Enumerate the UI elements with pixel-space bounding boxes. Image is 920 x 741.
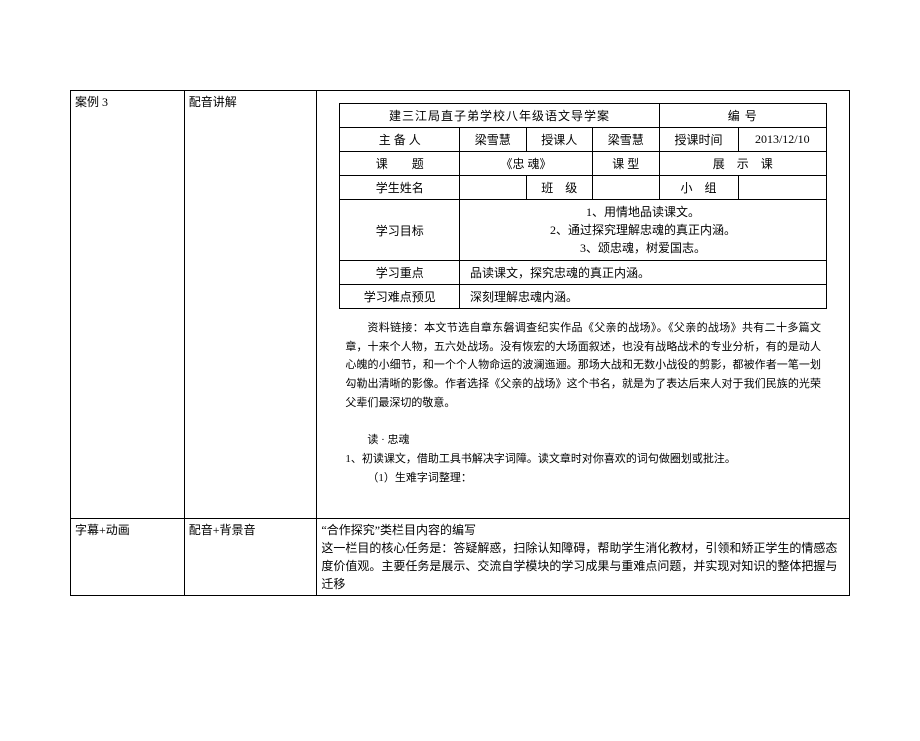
group-value [738,176,826,200]
class-label: 班 级 [526,176,592,200]
read-heading: 读 · 忠魂 [345,431,821,450]
topic-value: 《忠 魂》 [460,152,593,176]
difficulty-label: 学习难点预见 [340,285,460,309]
material-link: 资料链接：本文节选自章东磐调查纪实作品《父亲的战场》。《父亲的战场》共有二十多篇… [345,319,821,412]
goal-3: 3、颂忠魂，树爱国志。 [464,239,822,257]
goal-2: 2、通过探究理解忠魂的真正内涵。 [464,221,822,239]
preparer-value: 梁雪慧 [460,128,526,152]
class-value [593,176,660,200]
outer-row2-col1: 字幕+动画 [71,518,185,595]
class-type-value: 展 示 课 [659,152,827,176]
outer-row2-col2: 配音+背景音 [184,518,317,595]
focus-label: 学习重点 [340,261,460,285]
goals-content: 1、用情地品读课文。 2、通过探究理解忠魂的真正内涵。 3、颂忠魂，树爱国志。 [460,200,827,261]
group-label: 小 组 [659,176,738,200]
outer-row2-col3: “合作探究”类栏目内容的编写 这一栏目的核心任务是：答疑解惑，扫除认知障碍，帮助… [317,518,850,595]
task-1-sub: （1）生难字词整理： [345,469,821,488]
difficulty-value: 深刻理解忠魂内涵。 [460,285,827,309]
task-1: 1、初读课文，借助工具书解决字词障。读文章时对你喜欢的词句做圈划或批注。 [345,450,821,469]
lesson-number-label: 编 号 [659,104,827,128]
teacher-label: 授课人 [526,128,592,152]
preparer-label: 主 备 人 [340,128,460,152]
student-name-value [460,176,526,200]
goal-1: 1、用情地品读课文。 [464,203,822,221]
outer-row1-col1: 案例 3 [71,91,185,519]
focus-value: 品读课文，探究忠魂的真正内涵。 [460,261,827,285]
goals-label: 学习目标 [340,200,460,261]
inner-content: 建三江局直子弟学校八年级语文导学案 编 号 主 备 人 梁雪慧 授课人 梁雪慧 … [321,93,845,516]
student-name-label: 学生姓名 [340,176,460,200]
lesson-plan-table: 建三江局直子弟学校八年级语文导学案 编 号 主 备 人 梁雪慧 授课人 梁雪慧 … [339,103,827,309]
teach-time-label: 授课时间 [659,128,738,152]
row2-line1: “合作探究”类栏目内容的编写 [321,521,845,539]
topic-label: 课 题 [340,152,460,176]
teacher-value: 梁雪慧 [593,128,660,152]
row2-line2: 这一栏目的核心任务是：答疑解惑，扫除认知障碍，帮助学生消化教材，引领和矫正学生的… [321,539,845,593]
outer-row1-col3: 建三江局直子弟学校八年级语文导学案 编 号 主 备 人 梁雪慧 授课人 梁雪慧 … [317,91,850,519]
outer-row1-col2: 配音讲解 [184,91,317,519]
paragraph-block: 资料链接：本文节选自章东磐调查纪实作品《父亲的战场》。《父亲的战场》共有二十多篇… [339,309,827,510]
lesson-title: 建三江局直子弟学校八年级语文导学案 [340,104,659,128]
class-type-label: 课 型 [593,152,660,176]
teach-time-value: 2013/12/10 [738,128,826,152]
